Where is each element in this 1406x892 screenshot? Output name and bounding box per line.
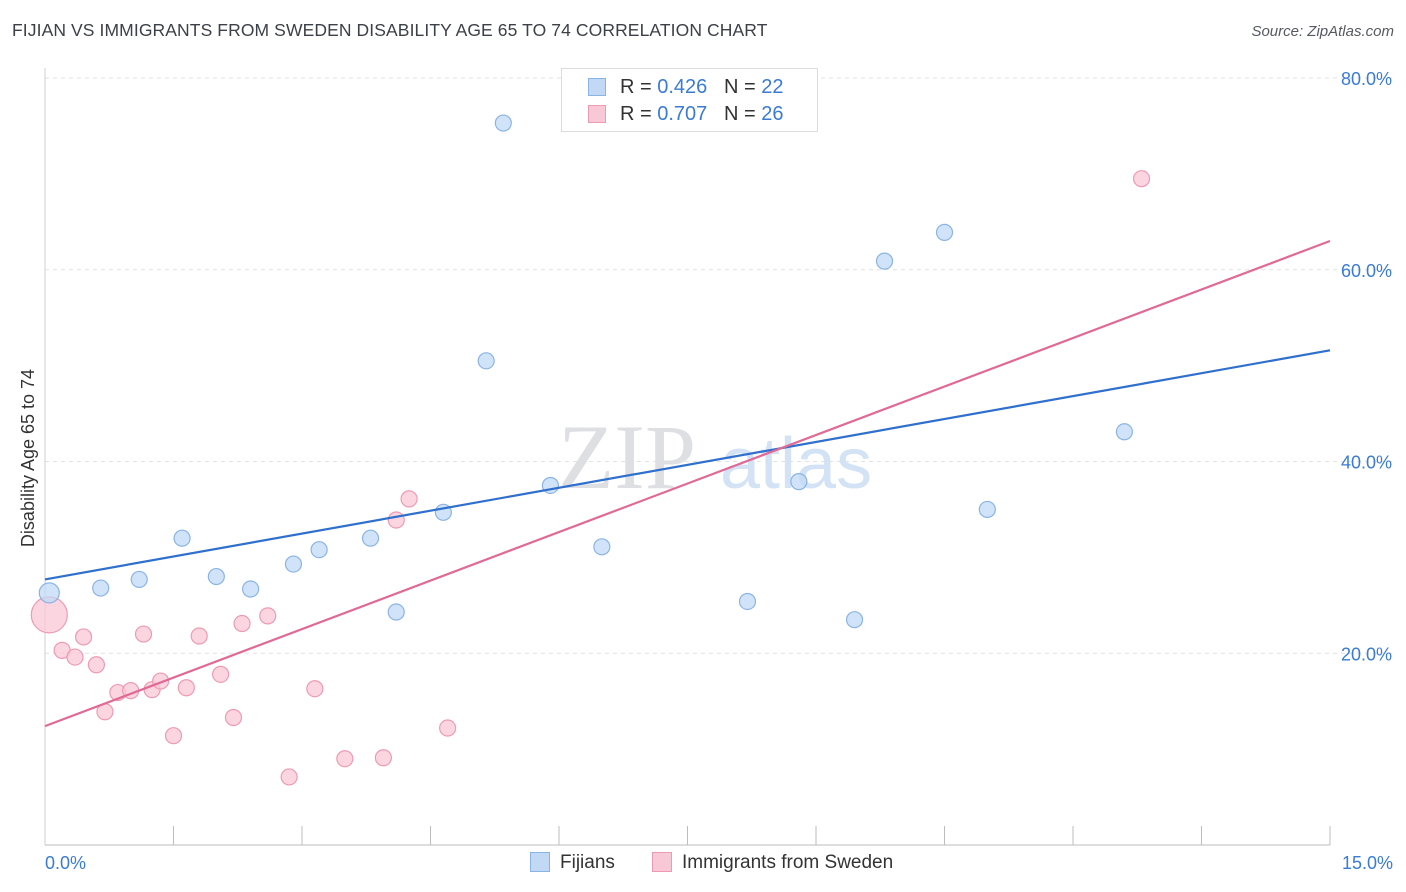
fijian-point <box>173 529 191 547</box>
sweden-point <box>280 768 298 786</box>
sweden-point <box>439 719 457 737</box>
fijian-point <box>875 252 894 270</box>
sweden-point <box>66 648 84 666</box>
fijians-legend-swatch <box>530 852 550 872</box>
legend-label: Fijians <box>560 852 615 873</box>
r-label: R = <box>620 76 658 98</box>
fijian-point <box>593 538 611 556</box>
fijian-point <box>38 582 60 604</box>
fijian-point <box>284 555 303 573</box>
tick-labels: 20.0% 40.0% 60.0% 80.0% 0.0% 15.0% <box>45 69 1393 873</box>
r-label: R = <box>620 103 658 125</box>
fijian-point <box>790 473 808 491</box>
stats-text: R = 0.707 N = 26 <box>620 103 783 126</box>
sweden-point <box>400 490 418 508</box>
fijian-point <box>845 611 864 629</box>
sweden-point <box>177 679 195 697</box>
data-points <box>30 114 1151 786</box>
x-tick-label: 0.0% <box>45 853 86 873</box>
sweden-point <box>336 750 354 768</box>
y-tick-label: 20.0% <box>1341 644 1392 664</box>
fijians-swatch <box>588 78 606 96</box>
legend-label: Immigrants from Sweden <box>682 852 894 873</box>
legend-item-fijians: Fijians <box>530 852 615 874</box>
sweden-point <box>259 607 277 625</box>
r-value: 0.707 <box>657 103 708 125</box>
fijian-point <box>130 570 148 589</box>
sweden-point <box>1132 170 1151 188</box>
y-tick-label: 80.0% <box>1341 69 1392 89</box>
sweden-point <box>233 614 251 633</box>
fijian-point <box>494 114 512 132</box>
sweden-point <box>387 511 405 529</box>
legend-item-sweden: Immigrants from Sweden <box>652 852 893 874</box>
fijians-trend-line <box>44 349 1331 581</box>
stats-text: R = 0.426 N = 22 <box>620 76 783 99</box>
watermark-zip: ZIP <box>558 406 696 508</box>
n-label: N = <box>723 103 762 125</box>
stats-legend: R = 0.426 N = 22 R = 0.707 N = 26 <box>561 68 818 132</box>
fijian-point <box>242 580 260 598</box>
n-value: 26 <box>761 103 784 125</box>
source-credit: Source: ZipAtlas.com <box>1251 23 1394 40</box>
fijian-point <box>935 223 954 241</box>
sweden-point <box>306 680 324 698</box>
fijian-point <box>978 500 996 519</box>
sweden-point <box>374 749 392 767</box>
n-label: N = <box>723 76 762 98</box>
fijian-point <box>361 529 380 547</box>
axes <box>44 68 1331 846</box>
sweden-trend-line <box>44 239 1331 728</box>
trend-lines <box>44 239 1331 728</box>
n-value: 22 <box>761 76 784 98</box>
fijian-point <box>310 541 328 559</box>
sweden-point <box>74 628 93 646</box>
y-axis-label: Disability Age 65 to 74 <box>18 369 38 547</box>
sweden-point <box>134 625 153 643</box>
fijian-point <box>92 579 110 597</box>
watermark: ZIP atlas <box>558 406 872 508</box>
y-tick-label: 60.0% <box>1341 261 1392 281</box>
sweden-legend-swatch <box>652 852 672 872</box>
r-value: 0.426 <box>657 76 708 98</box>
chart-title: FIJIAN VS IMMIGRANTS FROM SWEDEN DISABIL… <box>12 20 768 40</box>
fijian-point <box>387 603 405 621</box>
sweden-point <box>87 656 106 674</box>
sweden-swatch <box>588 105 606 123</box>
fijian-point <box>207 567 225 586</box>
x-tick-label: 15.0% <box>1342 853 1393 873</box>
fijian-point <box>477 352 495 370</box>
sweden-point <box>224 708 243 727</box>
fijian-point <box>1115 423 1134 441</box>
fijian-point <box>738 592 757 611</box>
sweden-point <box>212 665 230 683</box>
sweden-point <box>190 627 208 645</box>
grid-lines <box>45 77 1392 654</box>
sweden-point <box>164 727 183 745</box>
y-tick-label: 40.0% <box>1341 453 1392 473</box>
